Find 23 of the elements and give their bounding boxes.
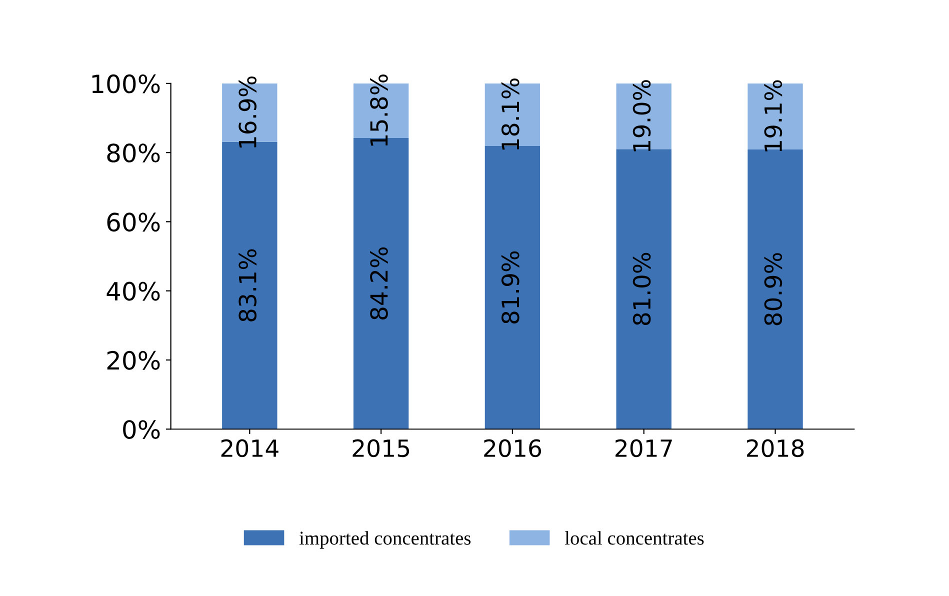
data-label: 84.2% xyxy=(370,247,388,320)
data-label: 19.1% xyxy=(764,80,782,152)
x-tick-label: 2014 xyxy=(221,439,278,458)
data-label: 81.9% xyxy=(501,251,520,324)
data-label: 83.1% xyxy=(238,249,257,322)
x-tick-label: 2015 xyxy=(352,439,410,458)
y-tick-label: 0% xyxy=(123,420,160,439)
data-label: 19.0% xyxy=(632,80,651,152)
y-tick-label: 60% xyxy=(107,212,160,232)
legend-label: imported concentrates xyxy=(299,531,471,549)
data-label: 15.8% xyxy=(370,74,388,146)
x-tick-label: 2017 xyxy=(616,439,672,458)
legend-label: local concentrates xyxy=(564,531,704,545)
y-tick-label: 80% xyxy=(107,144,160,162)
y-tick-label: 40% xyxy=(106,282,160,301)
x-tick-label: 2018 xyxy=(746,439,804,458)
y-tick-label: 20% xyxy=(107,350,160,370)
data-label: 18.1% xyxy=(501,78,520,150)
data-label: 81.0% xyxy=(632,252,651,326)
x-tick-label: 2016 xyxy=(484,439,542,458)
y-tick-label: 100% xyxy=(92,74,160,94)
data-label: 16.9% xyxy=(238,76,257,148)
data-label: 80.9% xyxy=(764,253,782,326)
